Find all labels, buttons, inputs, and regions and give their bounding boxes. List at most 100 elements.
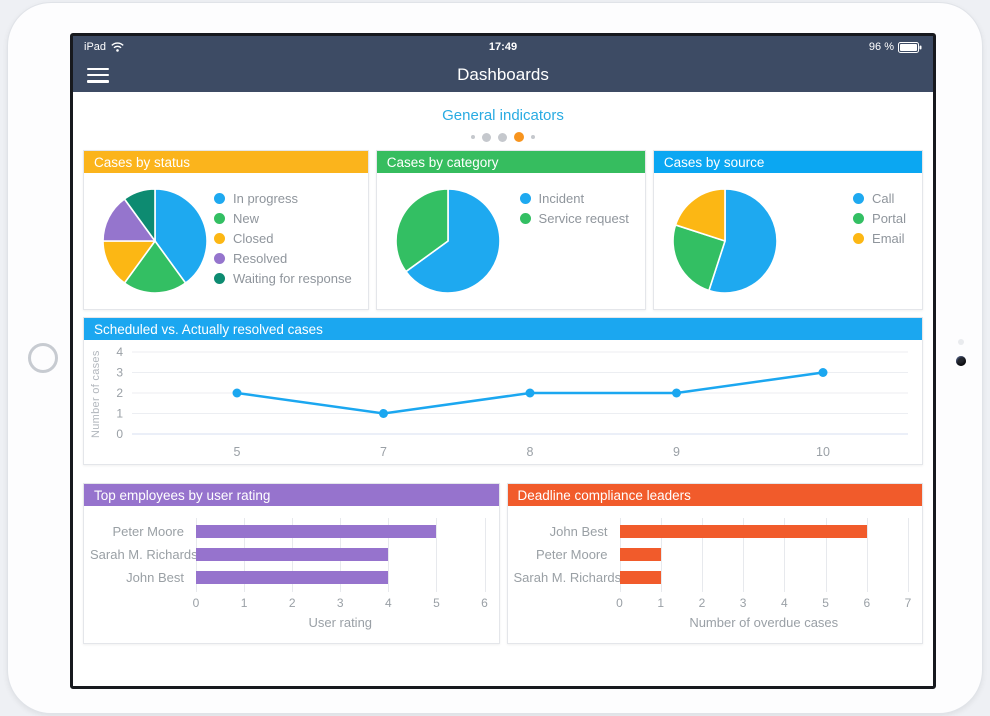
x-tick-label: 3: [739, 596, 747, 610]
data-point: [379, 409, 388, 418]
bar-plot-column: 0 1 2 3 4 5 6 User rating: [192, 518, 488, 630]
home-button[interactable]: [28, 343, 58, 373]
grid-line: [388, 518, 390, 592]
legend-item: Email: [853, 231, 906, 246]
legend-color-dot: [214, 253, 225, 264]
x-tick-label: 5: [433, 596, 440, 610]
grid-line: [784, 518, 786, 592]
data-point: [525, 388, 535, 398]
pie-chart: [96, 187, 214, 295]
category-label: Peter Moore: [535, 547, 608, 562]
bar-row: [619, 520, 909, 543]
panel-deadline-compliance: Deadline compliance leaders John Best Pet…: [506, 483, 923, 644]
legend-color-dot: [853, 233, 865, 244]
x-tick-label: 0: [192, 596, 200, 610]
x-tick-label: 2: [698, 596, 706, 610]
x-tick-label: 6: [481, 596, 488, 610]
bar: [619, 571, 661, 584]
battery-icon: [898, 41, 922, 53]
pie-chart: [389, 187, 507, 295]
x-axis-label: User rating: [308, 615, 373, 630]
legend-item: Call: [853, 191, 906, 206]
legend-color-dot: [214, 213, 225, 224]
pie-chart-body: Call Portal Email: [654, 173, 922, 309]
x-tick-label: 2: [288, 596, 296, 610]
legend-label: Incident: [538, 191, 585, 206]
wifi-icon: [111, 42, 124, 52]
x-tick-label: 4: [781, 596, 788, 610]
ambient-sensor: [958, 339, 964, 345]
pagination-dot[interactable]: [531, 135, 535, 139]
pie-svg: [672, 188, 778, 294]
y-tick-label: 3: [116, 366, 123, 380]
pagination-dots: [83, 132, 923, 142]
pie-slice: [394, 188, 449, 273]
menu-icon[interactable]: [87, 67, 109, 83]
app-screen: iPad 17:49 96 % Dashboa: [70, 33, 936, 689]
x-tick-label: 1: [657, 596, 665, 610]
legend-color-dot: [519, 213, 531, 224]
pagination-dot[interactable]: [471, 135, 475, 139]
data-point: [818, 368, 828, 377]
bar: [619, 548, 661, 561]
y-axis-label: Number of cases: [90, 350, 102, 438]
pie-slice: [674, 188, 726, 242]
legend-label: New: [233, 211, 260, 226]
bar-plot: [196, 518, 486, 592]
status-left: iPad: [84, 41, 124, 53]
category-label: John Best: [549, 524, 608, 539]
x-tick-label: 7: [904, 596, 912, 610]
legend-label: Call: [872, 191, 895, 206]
pagination-dot[interactable]: [498, 132, 507, 142]
pie-chart-body: Incident Service request: [377, 173, 645, 309]
pagination-dot-active[interactable]: [514, 132, 524, 142]
panel-header: Top employees by user rating: [84, 484, 499, 506]
legend-item: Portal: [853, 211, 906, 226]
x-tick-label: 3: [336, 596, 344, 610]
grid-line: [660, 518, 662, 592]
legend-item: Incident: [519, 191, 629, 206]
panel-header: Cases by category: [376, 151, 645, 173]
x-tick-label: 7: [380, 445, 387, 459]
pie-slice: [123, 240, 187, 294]
bar: [196, 548, 389, 561]
ipad-device-frame: iPad 17:49 96 % Dashboa: [7, 2, 983, 714]
pie-slice: [708, 188, 778, 294]
grid-line: [866, 518, 868, 592]
legend-color-dot: [853, 213, 865, 224]
legend-label: Email: [872, 231, 905, 246]
pie-svg: [102, 188, 208, 294]
legend-color-dot: [519, 193, 531, 204]
bar-plot-column: 0 1 2 3 4 5 6 7 Number of overdue cases: [616, 518, 912, 630]
panel-header: Cases by status: [84, 151, 368, 173]
legend-item: In progress: [214, 191, 352, 206]
legend-label: Portal: [872, 211, 906, 226]
category-labels: Peter Moore Sarah M. Richards John Best: [90, 518, 198, 630]
chart-legend: Incident Service request: [519, 191, 629, 226]
legend-label: Closed: [233, 231, 274, 246]
y-tick-label: 0: [116, 427, 123, 441]
panel-cases-by-status: Cases by status In progress New Closed Reso…: [83, 150, 369, 310]
legend-color-dot: [853, 193, 865, 204]
category-labels: John Best Peter Moore Sarah M. Richards: [513, 518, 622, 630]
category-label: Sarah M. Richards: [513, 570, 622, 585]
grid-line: [701, 518, 703, 592]
legend-item: Closed: [214, 231, 352, 246]
y-tick-label: 1: [116, 407, 123, 421]
status-right: 96 %: [869, 41, 922, 53]
x-axis-label: Number of overdue cases: [689, 615, 839, 630]
line-chart-body: Number of cases 0 1 2 3 4 5 7 8 9 10: [84, 340, 922, 467]
chart-legend: In progress New Closed Resolved Waiting for …: [214, 191, 352, 286]
carrier-label: iPad: [84, 41, 107, 53]
bar-chart: John Best Peter Moore Sarah M. Richards 0 1 2…: [508, 506, 923, 630]
pagination-dot[interactable]: [482, 132, 491, 142]
bar: [619, 525, 867, 538]
page-title: Dashboards: [457, 65, 549, 84]
pie-charts-row: Cases by status In progress New Closed Reso…: [83, 150, 923, 310]
panel-header: Scheduled vs. Actually resolved cases: [84, 318, 922, 340]
data-point: [672, 388, 681, 398]
x-axis-ticks: 0 1 2 3 4 5 6 7: [616, 594, 912, 612]
navigation-bar: Dashboards: [73, 58, 933, 92]
bar-charts-row: Top employees by user rating Peter Moore…: [83, 483, 923, 644]
legend-label: Resolved: [233, 251, 288, 266]
